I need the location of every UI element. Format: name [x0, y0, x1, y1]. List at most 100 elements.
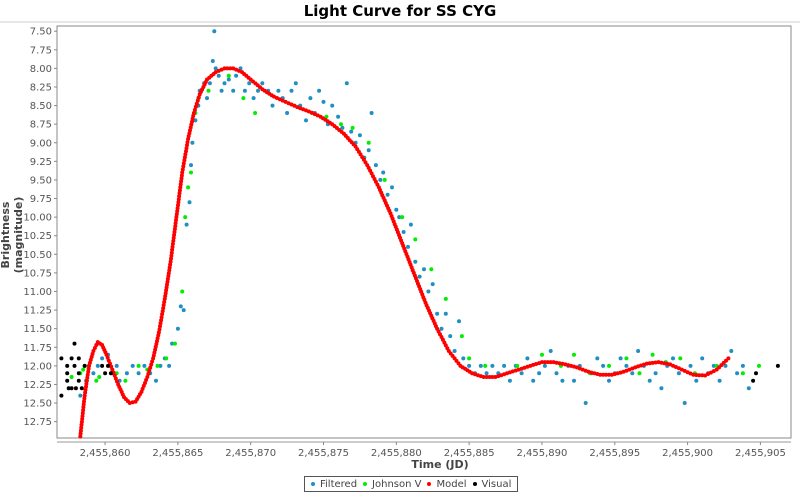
data-point — [73, 386, 78, 391]
data-point — [697, 373, 702, 378]
data-point — [237, 68, 241, 73]
data-point — [624, 356, 629, 361]
data-point — [595, 356, 600, 361]
x-tick-label: 2,455,905 — [735, 448, 786, 459]
data-point — [607, 378, 611, 383]
y-tick-label: 8.25 — [30, 82, 52, 93]
data-point — [90, 352, 95, 356]
data-point — [644, 361, 649, 366]
data-point — [289, 88, 294, 93]
data-point — [82, 396, 87, 401]
series-filtered — [78, 29, 751, 405]
y-axis: 7.50 7.75 8.00 8.25 8.50 8.75 9.00 9.25 9.50 9.75… — [23, 27, 57, 428]
data-point — [583, 401, 588, 405]
data-point — [176, 200, 181, 205]
data-point — [691, 372, 696, 377]
y-tick-label: 9.00 — [30, 138, 52, 149]
data-point — [79, 425, 84, 430]
data-point — [82, 399, 86, 404]
data-point — [84, 384, 88, 389]
data-point — [481, 375, 486, 379]
legend-swatch — [427, 482, 432, 486]
data-point — [285, 111, 290, 115]
data-point — [378, 177, 383, 182]
data-point — [161, 303, 166, 307]
legend-item-johnson-v: Johnson V — [363, 479, 421, 490]
data-point — [394, 207, 399, 212]
data-point — [630, 371, 635, 376]
data-point — [178, 182, 183, 187]
data-point — [103, 371, 108, 376]
data-point — [172, 233, 177, 237]
data-point — [729, 349, 734, 353]
data-point — [184, 149, 188, 154]
y-tick-label: 10.75 — [23, 268, 52, 279]
data-point — [210, 59, 215, 63]
data-point — [336, 114, 341, 119]
data-point — [169, 253, 174, 258]
x-tick-label: 2,455,890 — [517, 448, 568, 459]
data-point — [177, 194, 182, 199]
data-point — [169, 256, 173, 261]
data-point — [234, 73, 239, 78]
data-point — [430, 282, 435, 287]
data-point — [177, 188, 182, 193]
data-point — [545, 360, 550, 365]
data-point — [385, 192, 390, 197]
data-point — [627, 367, 632, 372]
y-tick-label: 11.25 — [23, 306, 52, 317]
data-point — [330, 103, 335, 108]
data-point — [484, 371, 489, 376]
data-point — [191, 111, 196, 115]
y-tick-label: 9.75 — [30, 194, 52, 205]
data-point — [531, 378, 536, 383]
data-point — [339, 122, 343, 127]
data-point — [557, 361, 562, 366]
legend-label: Johnson V — [372, 478, 422, 490]
data-point — [140, 386, 145, 391]
data-point — [170, 241, 175, 246]
data-marks — [59, 29, 780, 439]
data-point — [92, 346, 97, 350]
data-point — [507, 378, 512, 383]
data-point — [542, 360, 547, 365]
data-point — [65, 363, 70, 368]
data-point — [222, 66, 227, 71]
data-point — [104, 352, 109, 357]
data-point — [548, 360, 553, 365]
data-point — [94, 378, 99, 383]
data-point — [88, 357, 93, 362]
data-point — [160, 312, 165, 317]
y-tick-label: 11.75 — [23, 343, 52, 354]
data-point — [306, 109, 311, 114]
data-point — [139, 389, 144, 394]
data-point — [678, 356, 683, 361]
data-point — [253, 111, 258, 115]
data-point — [159, 315, 164, 320]
data-point — [174, 218, 178, 223]
legend-label: Visual — [481, 478, 512, 490]
data-point — [226, 77, 231, 82]
data-point — [426, 289, 431, 294]
data-point — [700, 373, 705, 378]
series-model — [78, 66, 731, 439]
data-point — [78, 431, 83, 436]
data-point — [78, 393, 83, 398]
data-point — [366, 140, 371, 145]
data-point — [401, 230, 406, 234]
y-tick-label: 12.75 — [23, 417, 52, 428]
legend-item-visual: Visual — [472, 478, 512, 490]
y-tick-label: 8.50 — [30, 101, 52, 112]
data-point — [757, 363, 761, 368]
data-point — [659, 386, 664, 391]
data-point — [81, 402, 86, 407]
data-point — [676, 371, 681, 376]
data-point — [439, 326, 444, 331]
data-point — [83, 387, 88, 392]
y-tick-label: 7.50 — [30, 27, 52, 38]
data-point — [694, 373, 699, 377]
data-point — [226, 73, 231, 78]
data-point — [142, 363, 147, 368]
legend-label: Model — [436, 478, 467, 490]
data-point — [149, 362, 154, 367]
